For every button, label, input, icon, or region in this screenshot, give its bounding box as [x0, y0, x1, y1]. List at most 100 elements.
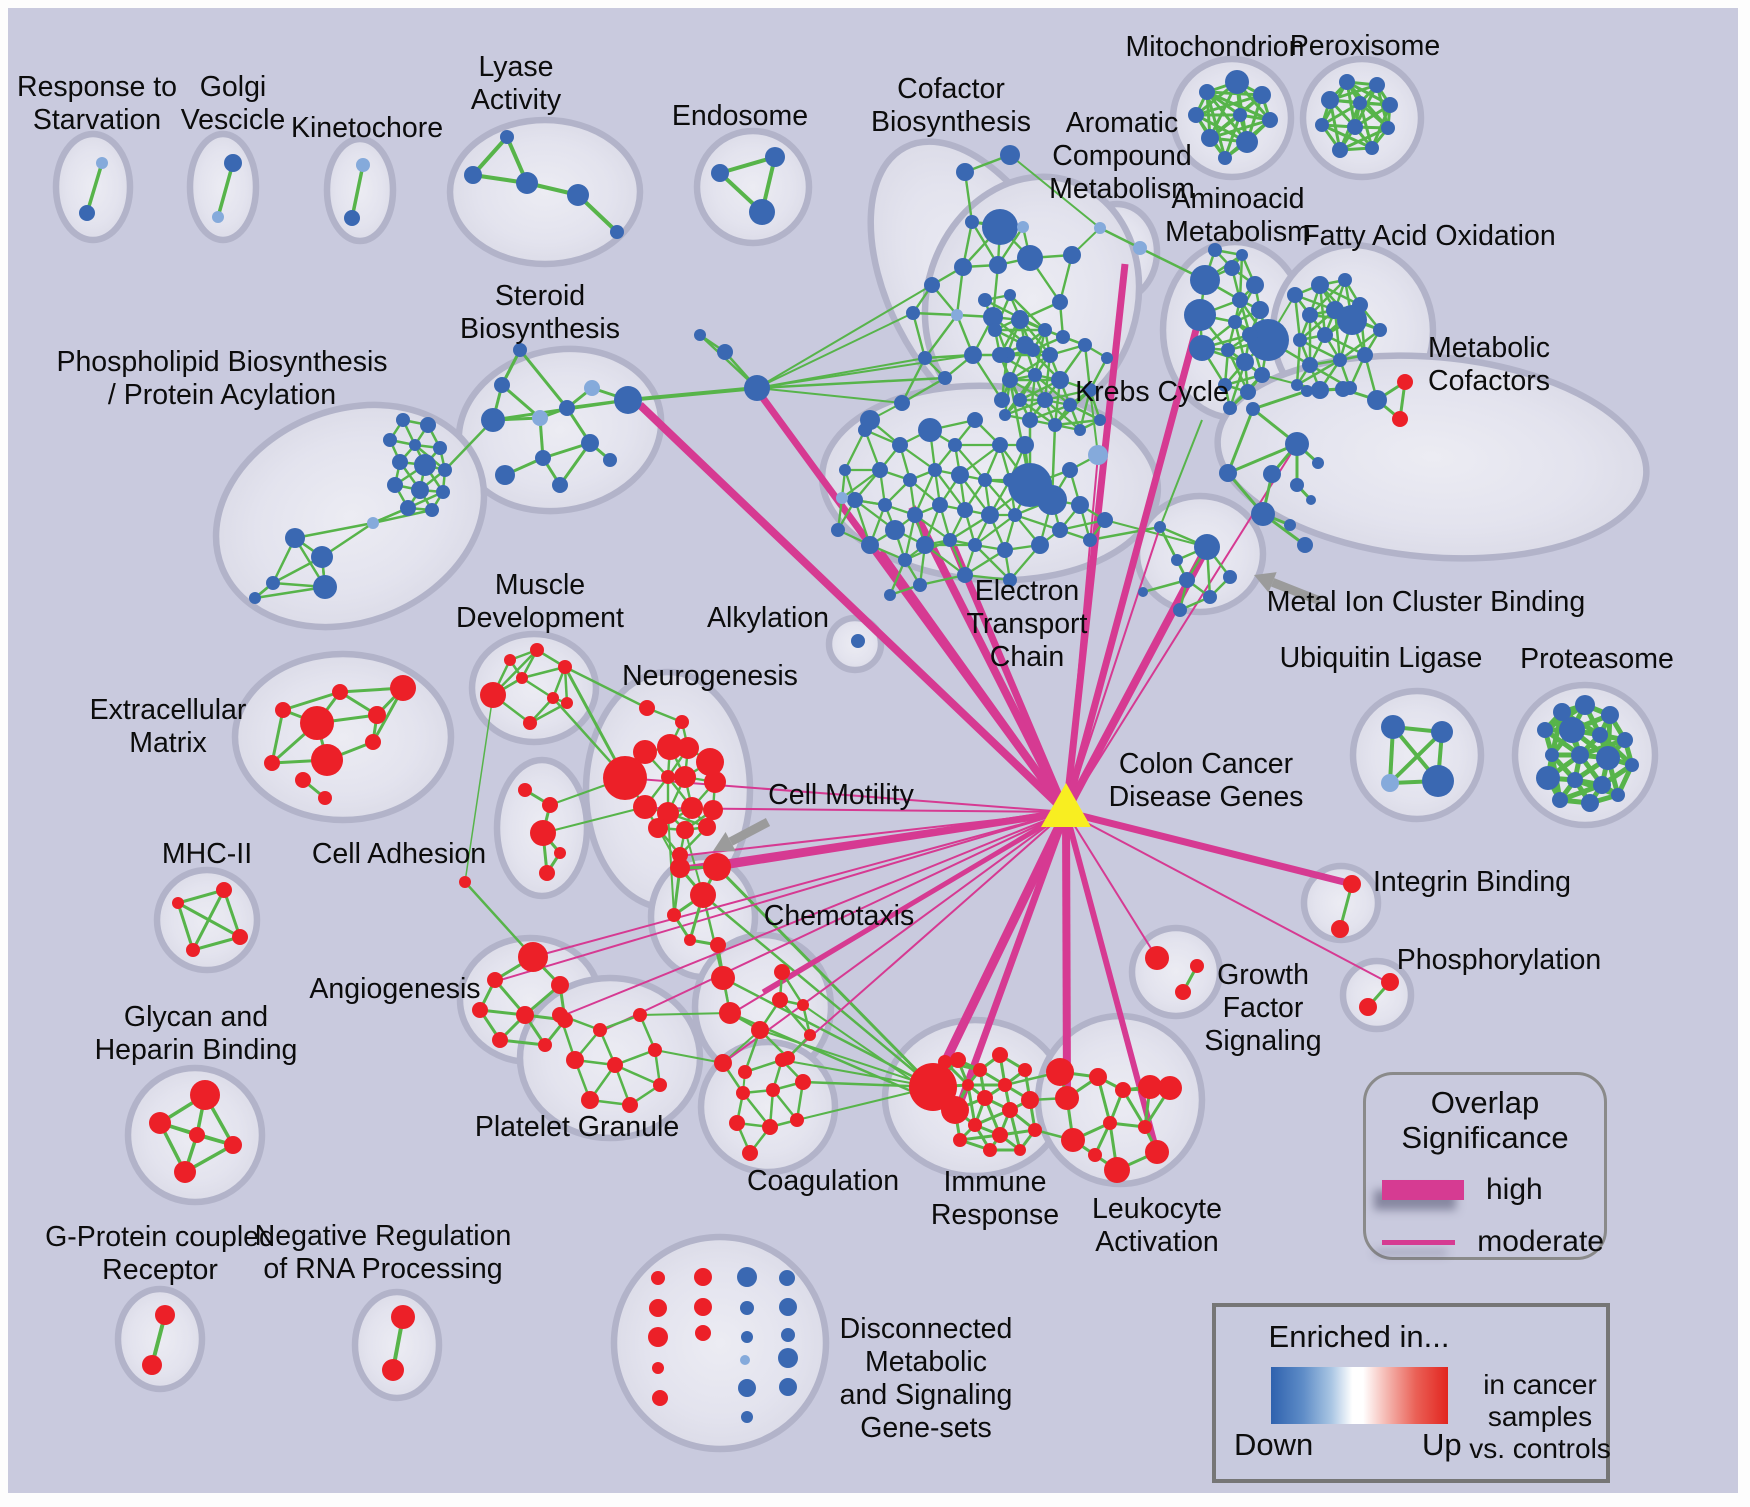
gene-set-node[interactable] [648, 1327, 668, 1347]
gene-set-node[interactable] [1094, 222, 1106, 234]
gene-set-node[interactable] [1253, 86, 1271, 104]
gene-set-node[interactable] [1617, 732, 1633, 748]
gene-set-node[interactable] [1061, 1128, 1085, 1152]
gene-set-node[interactable] [667, 908, 681, 922]
gene-set-node[interactable] [968, 1118, 982, 1132]
gene-set-node[interactable] [1203, 590, 1217, 604]
gene-set-node[interactable] [751, 1021, 769, 1039]
gene-set-node[interactable] [516, 172, 538, 194]
gene-set-node[interactable] [190, 1080, 220, 1110]
gene-set-node[interactable] [1369, 77, 1385, 93]
gene-set-node[interactable] [1171, 554, 1183, 566]
gene-set-node[interactable] [1046, 1058, 1074, 1086]
gene-set-node[interactable] [860, 410, 880, 430]
gene-set-node[interactable] [494, 377, 510, 393]
gene-set-node[interactable] [530, 820, 556, 846]
gene-set-node[interactable] [411, 481, 429, 499]
gene-set-node[interactable] [414, 454, 436, 476]
gene-set-node[interactable] [311, 744, 343, 776]
gene-set-node[interactable] [1552, 792, 1568, 808]
gene-set-node[interactable] [547, 692, 559, 704]
gene-set-node[interactable] [1199, 84, 1215, 100]
gene-set-node[interactable] [400, 500, 416, 516]
gene-set-node[interactable] [981, 506, 999, 524]
gene-set-node[interactable] [951, 309, 963, 321]
gene-set-node[interactable] [690, 882, 716, 908]
gene-set-node[interactable] [1302, 307, 1318, 323]
gene-set-node[interactable] [1175, 984, 1191, 1000]
gene-set-node[interactable] [391, 1305, 415, 1329]
gene-set-node[interactable] [906, 306, 920, 320]
gene-set-node[interactable] [1031, 536, 1049, 554]
gene-set-node[interactable] [1017, 245, 1043, 271]
gene-set-node[interactable] [409, 439, 421, 451]
gene-set-node[interactable] [1158, 1076, 1182, 1100]
gene-set-node[interactable] [224, 154, 242, 172]
gene-set-node[interactable] [1094, 414, 1106, 426]
gene-set-node[interactable] [1236, 131, 1258, 153]
gene-set-node[interactable] [674, 766, 696, 788]
gene-set-node[interactable] [266, 576, 280, 590]
gene-set-node[interactable] [1000, 145, 1020, 165]
gene-set-node[interactable] [1083, 383, 1097, 397]
gene-set-node[interactable] [1063, 398, 1077, 412]
gene-set-node[interactable] [1088, 1148, 1102, 1162]
gene-set-node[interactable] [779, 1378, 797, 1396]
gene-set-node[interactable] [1262, 112, 1278, 128]
gene-set-node[interactable] [1575, 695, 1595, 715]
gene-set-node[interactable] [1201, 129, 1219, 147]
gene-set-node[interactable] [1218, 378, 1232, 392]
gene-set-node[interactable] [744, 375, 770, 401]
gene-set-node[interactable] [1078, 338, 1092, 352]
gene-set-node[interactable] [313, 575, 337, 599]
gene-set-node[interactable] [622, 1097, 638, 1113]
gene-set-node[interactable] [774, 964, 790, 980]
gene-set-node[interactable] [992, 1047, 1008, 1063]
gene-set-node[interactable] [552, 477, 568, 493]
gene-set-node[interactable] [1017, 221, 1029, 233]
gene-set-node[interactable] [943, 533, 957, 547]
gene-set-node[interactable] [1083, 533, 1097, 547]
gene-set-node[interactable] [212, 211, 224, 223]
gene-set-node[interactable] [1052, 522, 1068, 538]
gene-set-node[interactable] [1037, 392, 1053, 408]
gene-set-node[interactable] [1559, 717, 1585, 743]
gene-set-node[interactable] [554, 847, 566, 859]
gene-set-node[interactable] [1335, 381, 1351, 397]
gene-set-node[interactable] [1315, 118, 1329, 132]
gene-set-node[interactable] [1004, 289, 1016, 301]
gene-set-node[interactable] [436, 485, 450, 499]
gene-set-node[interactable] [775, 1053, 789, 1067]
gene-set-node[interactable] [295, 772, 311, 788]
gene-set-node[interactable] [918, 351, 932, 365]
gene-set-node[interactable] [438, 463, 452, 477]
gene-set-node[interactable] [1063, 246, 1081, 264]
gene-set-node[interactable] [581, 1091, 599, 1109]
gene-set-node[interactable] [1611, 788, 1625, 802]
gene-set-node[interactable] [894, 395, 910, 411]
gene-set-node[interactable] [559, 400, 575, 416]
gene-set-node[interactable] [950, 1052, 966, 1068]
gene-set-node[interactable] [913, 578, 927, 592]
gene-set-node[interactable] [633, 740, 657, 764]
gene-set-node[interactable] [983, 1143, 997, 1157]
gene-set-node[interactable] [1013, 393, 1027, 407]
gene-set-node[interactable] [657, 734, 683, 760]
gene-set-node[interactable] [79, 205, 95, 221]
gene-set-node[interactable] [1311, 276, 1329, 294]
gene-set-node[interactable] [1055, 1086, 1079, 1110]
gene-set-node[interactable] [535, 450, 551, 466]
gene-set-node[interactable] [1242, 327, 1258, 343]
gene-set-node[interactable] [1224, 260, 1240, 276]
gene-set-node[interactable] [1236, 353, 1254, 371]
gene-set-node[interactable] [487, 972, 503, 988]
gene-set-node[interactable] [653, 1078, 667, 1092]
gene-set-node[interactable] [1601, 706, 1619, 724]
gene-set-node[interactable] [1002, 372, 1018, 388]
gene-set-node[interactable] [652, 1362, 664, 1374]
gene-set-node[interactable] [1240, 384, 1256, 400]
gene-set-node[interactable] [670, 858, 690, 878]
gene-set-node[interactable] [1225, 70, 1249, 94]
gene-set-node[interactable] [1101, 352, 1113, 364]
gene-set-node[interactable] [1002, 1102, 1018, 1118]
